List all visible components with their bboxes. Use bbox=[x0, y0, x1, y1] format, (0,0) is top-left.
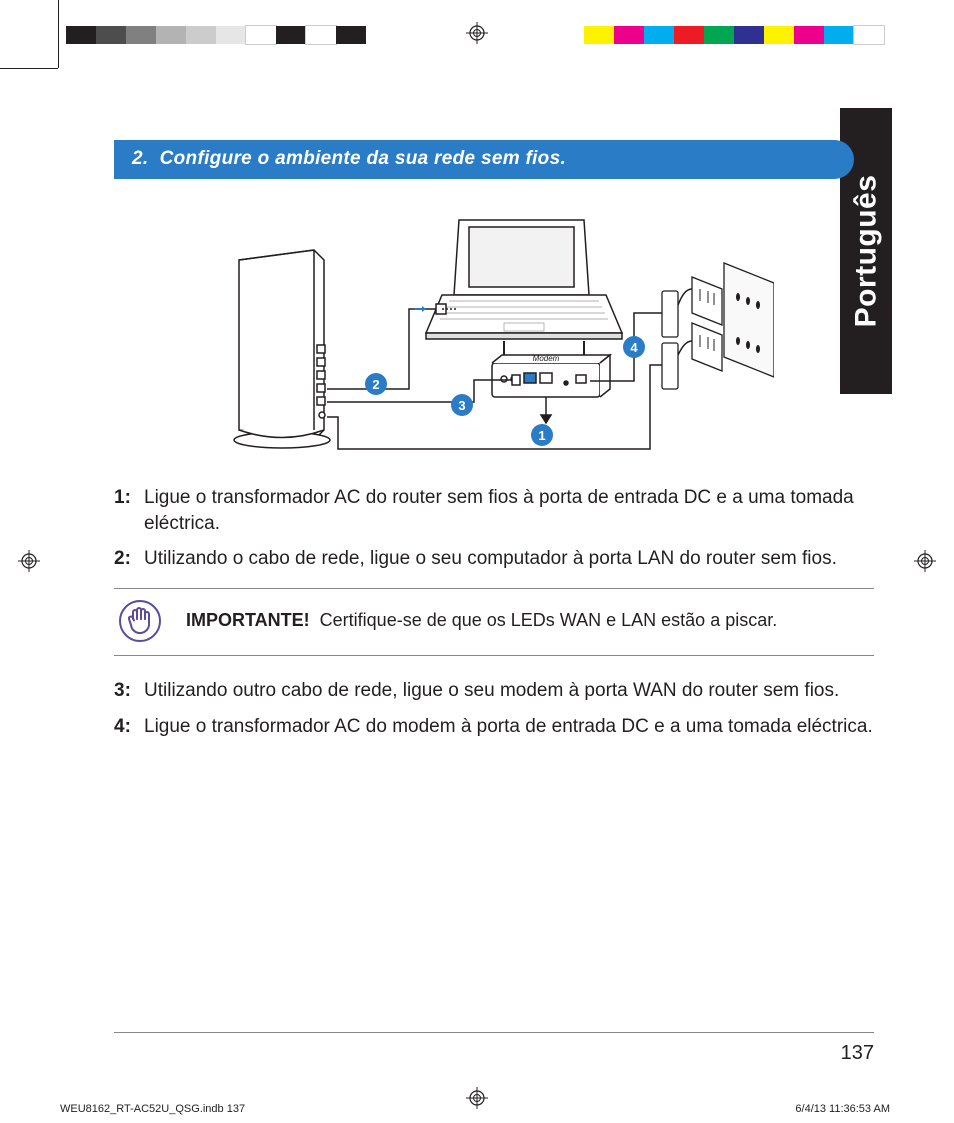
printer-color-bar-left bbox=[66, 26, 366, 44]
step-item: 2:Utilizando o cabo de rede, ligue o seu… bbox=[114, 546, 874, 572]
crop-mark bbox=[58, 0, 59, 68]
slug-filename: WEU8162_RT-AC52U_QSG.indb 137 bbox=[60, 1103, 245, 1115]
step-text: Ligue o transformador AC do router sem f… bbox=[144, 485, 874, 536]
steps-group-b: 3:Utilizando outro cabo de rede, ligue o… bbox=[114, 678, 874, 739]
note-text: IMPORTANTE! Certifique-se de que os LEDs… bbox=[186, 610, 777, 631]
page-number: 137 bbox=[841, 1042, 874, 1065]
step-item: 4:Ligue o transformador AC do modem à po… bbox=[114, 714, 874, 740]
registration-mark-icon bbox=[466, 1087, 488, 1109]
section-number: 2. bbox=[132, 148, 148, 169]
step-text: Utilizando outro cabo de rede, ligue o s… bbox=[144, 678, 874, 704]
note-body: Certifique-se de que os LEDs WAN e LAN e… bbox=[320, 610, 778, 630]
note-label: IMPORTANTE! bbox=[186, 610, 310, 630]
page-content: 2. Configure o ambiente da sua rede sem … bbox=[114, 140, 874, 749]
diagram-badge: 1 bbox=[531, 424, 553, 446]
step-number: 2: bbox=[114, 546, 144, 572]
important-note: IMPORTANTE! Certifique-se de que os LEDs… bbox=[114, 588, 874, 656]
step-number: 4: bbox=[114, 714, 144, 740]
diagram-badge: 3 bbox=[451, 394, 473, 416]
step-number: 3: bbox=[114, 678, 144, 704]
section-title: Configure o ambiente da sua rede sem fio… bbox=[160, 148, 566, 169]
registration-mark-icon bbox=[466, 22, 488, 44]
step-text: Ligue o transformador AC do modem à port… bbox=[144, 714, 874, 740]
hand-stop-icon bbox=[118, 599, 162, 643]
svg-text:Modem: Modem bbox=[533, 354, 560, 363]
network-diagram: Modem bbox=[214, 205, 774, 455]
slug-timestamp: 6/4/13 11:36:53 AM bbox=[795, 1103, 890, 1115]
steps-group-a: 1:Ligue o transformador AC do router sem… bbox=[114, 485, 874, 572]
printer-color-bar-right bbox=[584, 26, 884, 44]
step-number: 1: bbox=[114, 485, 144, 536]
crop-mark bbox=[0, 68, 58, 69]
footer-rule bbox=[114, 1032, 874, 1033]
registration-mark-icon bbox=[18, 550, 40, 572]
step-text: Utilizando o cabo de rede, ligue o seu c… bbox=[144, 546, 874, 572]
diagram-badge: 4 bbox=[623, 336, 645, 358]
step-item: 1:Ligue o transformador AC do router sem… bbox=[114, 485, 874, 536]
diagram-badge: 2 bbox=[365, 373, 387, 395]
registration-mark-icon bbox=[914, 550, 936, 572]
step-item: 3:Utilizando outro cabo de rede, ligue o… bbox=[114, 678, 874, 704]
diagram-svg: Modem bbox=[214, 205, 774, 455]
section-header: 2. Configure o ambiente da sua rede sem … bbox=[114, 140, 854, 179]
